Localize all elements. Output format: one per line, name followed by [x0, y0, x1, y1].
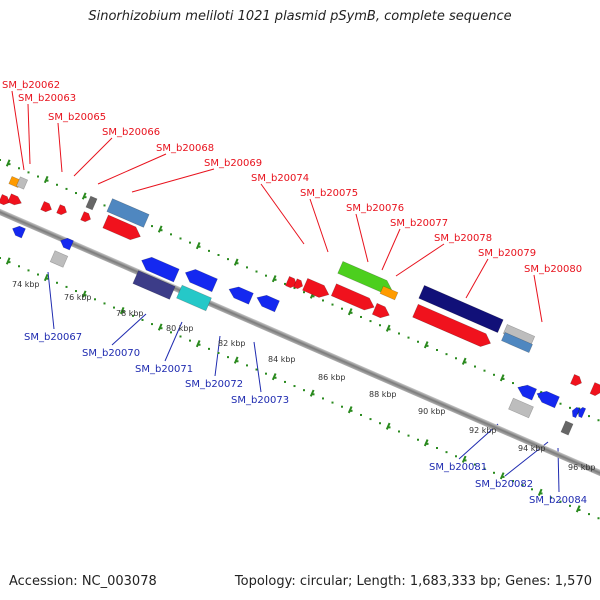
gene-label-reverse[interactable]: SM_b20073	[231, 395, 289, 406]
gene-feature[interactable]	[302, 277, 331, 300]
sequence-info: Topology: circular; Length: 1,683,333 bp…	[234, 574, 592, 589]
leader-line	[57, 122, 63, 173]
gene-label-forward[interactable]: SM_b20078	[434, 233, 492, 244]
gene-feature[interactable]	[255, 292, 280, 313]
leader-line	[458, 423, 499, 460]
gene-feature[interactable]	[535, 388, 560, 409]
gene-feature[interactable]	[15, 176, 29, 190]
leader-line	[47, 271, 55, 330]
kbp-label: 96 kbp	[568, 463, 596, 472]
gene-feature[interactable]	[40, 200, 54, 213]
gene-label-forward[interactable]: SM_b20075	[300, 188, 358, 199]
gene-feature[interactable]	[379, 285, 399, 301]
gene-feature[interactable]	[227, 284, 254, 305]
leader-line	[97, 153, 167, 185]
gene-feature[interactable]	[11, 224, 26, 239]
leader-line	[533, 274, 543, 323]
gene-feature[interactable]	[418, 285, 504, 333]
gene-label-forward[interactable]: SM_b20066	[102, 127, 160, 138]
kbp-label: 74 kbp	[12, 280, 40, 289]
gene-feature[interactable]	[371, 302, 391, 320]
gene-feature[interactable]	[0, 193, 11, 206]
gene-label-forward[interactable]: SM_b20065	[48, 112, 106, 123]
gene-label-forward[interactable]: SM_b20069	[204, 158, 262, 169]
gene-label-reverse[interactable]: SM_b20070	[82, 348, 140, 359]
gene-feature[interactable]	[85, 195, 98, 211]
leader-line	[355, 213, 369, 263]
gene-label-forward[interactable]: SM_b20080	[524, 264, 582, 275]
gene-label-forward[interactable]: SM_b20074	[251, 173, 309, 184]
gene-feature[interactable]	[560, 420, 574, 436]
gene-feature[interactable]	[285, 276, 298, 289]
gene-feature[interactable]	[176, 284, 212, 312]
gene-feature[interactable]	[515, 382, 538, 401]
gene-feature[interactable]	[570, 406, 581, 419]
kbp-label: 92 kbp	[469, 426, 497, 435]
map-title: Sinorhizobium meliloti 1021 plasmid pSym…	[88, 9, 512, 24]
leader-line	[164, 321, 183, 362]
gene-label-forward[interactable]: SM_b20068	[156, 143, 214, 154]
kbp-label: 84 kbp	[268, 355, 296, 364]
gene-feature[interactable]	[293, 278, 305, 290]
gene-feature[interactable]	[7, 193, 24, 207]
gene-feature[interactable]	[102, 214, 143, 243]
gene-label-forward[interactable]: SM_b20063	[18, 93, 76, 104]
leader-line	[395, 243, 445, 277]
kbp-label: 76 kbp	[64, 293, 92, 302]
gene-feature[interactable]	[412, 303, 494, 350]
gene-feature[interactable]	[576, 406, 587, 419]
kbp-label: 90 kbp	[418, 407, 446, 416]
leader-line	[27, 103, 31, 165]
gene-feature[interactable]	[501, 331, 533, 354]
leader-line	[465, 258, 489, 299]
leader-line	[260, 183, 305, 245]
gene-label-reverse[interactable]: SM_b20081	[429, 462, 487, 473]
gene-feature[interactable]	[49, 250, 69, 268]
leader-line	[111, 313, 147, 346]
gene-feature[interactable]	[589, 382, 600, 398]
gene-label-forward[interactable]: SM_b20079	[478, 248, 536, 259]
gene-label-reverse[interactable]: SM_b20071	[135, 364, 193, 375]
kbp-label: 88 kbp	[369, 390, 397, 399]
kbp-label: 82 kbp	[218, 339, 246, 348]
leader-line	[73, 137, 113, 177]
gene-feature[interactable]	[183, 266, 218, 293]
leader-line	[309, 198, 329, 253]
gene-feature[interactable]	[56, 204, 69, 217]
gene-label-forward[interactable]: SM_b20062	[2, 80, 60, 91]
leader-line	[11, 90, 25, 171]
gene-label-forward[interactable]: SM_b20076	[346, 203, 404, 214]
gene-label-reverse[interactable]: SM_b20082	[475, 479, 533, 490]
kbp-label: 80 kbp	[166, 324, 194, 333]
gene-label-forward[interactable]: SM_b20077	[390, 218, 448, 229]
kbp-label: 78 kbp	[116, 309, 144, 318]
kbp-label: 94 kbp	[518, 444, 546, 453]
gene-label-reverse[interactable]: SM_b20084	[529, 495, 587, 506]
gene-feature[interactable]	[80, 211, 93, 224]
gene-label-reverse[interactable]: SM_b20072	[185, 379, 243, 390]
leader-line	[131, 168, 215, 193]
gene-feature[interactable]	[508, 397, 534, 419]
gene-feature[interactable]	[330, 283, 377, 313]
leader-line	[214, 335, 221, 377]
gene-feature[interactable]	[132, 270, 176, 300]
leader-line	[381, 228, 401, 271]
accession-label: Accession: NC_003078	[9, 574, 157, 589]
gene-feature[interactable]	[570, 374, 583, 387]
leader-line	[253, 341, 262, 393]
dots-inner	[0, 257, 600, 520]
gene-feature[interactable]	[59, 236, 74, 251]
gene-feature[interactable]	[139, 254, 180, 283]
kbp-label: 86 kbp	[318, 373, 346, 382]
gene-feature[interactable]	[106, 198, 150, 228]
gene-label-reverse[interactable]: SM_b20067	[24, 332, 82, 343]
